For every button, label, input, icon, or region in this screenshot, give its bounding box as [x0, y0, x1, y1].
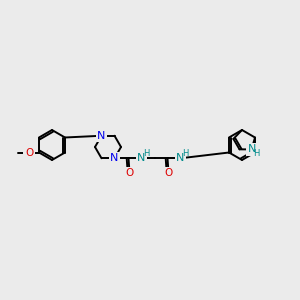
Text: N: N — [137, 153, 146, 163]
Text: N: N — [248, 144, 256, 154]
Text: H: H — [143, 149, 150, 158]
Text: O: O — [25, 148, 33, 158]
Text: N: N — [176, 153, 185, 163]
Text: H: H — [254, 149, 260, 158]
Text: O: O — [164, 168, 172, 178]
Text: N: N — [97, 131, 106, 141]
Text: H: H — [182, 149, 189, 158]
Text: N: N — [110, 153, 119, 163]
Text: O: O — [125, 168, 134, 178]
